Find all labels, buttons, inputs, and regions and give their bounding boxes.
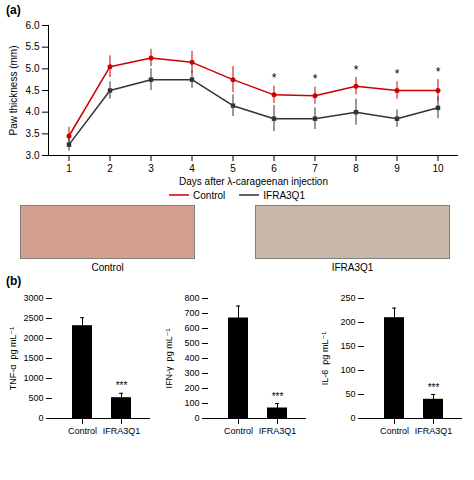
svg-text:6.0: 6.0 <box>26 20 40 31</box>
svg-text:IL-6 pg mL⁻¹: IL-6 pg mL⁻¹ <box>320 332 330 385</box>
svg-text:9: 9 <box>394 163 400 174</box>
svg-text:Control: Control <box>380 426 409 436</box>
svg-text:Days after λ-carageenan inject: Days after λ-carageenan injection <box>179 176 328 187</box>
html-text:IFRA3Q1: IFRA3Q1 <box>263 189 305 201</box>
svg-text:4.0: 4.0 <box>26 106 40 117</box>
svg-text:300: 300 <box>184 368 199 378</box>
svg-text:*: * <box>436 65 441 79</box>
svg-text:1000: 1000 <box>23 373 43 383</box>
svg-text:5.0: 5.0 <box>26 63 40 74</box>
svg-text:4: 4 <box>189 163 195 174</box>
svg-text:250: 250 <box>340 293 355 303</box>
svg-text:150: 150 <box>340 341 355 351</box>
svg-text:1500: 1500 <box>23 353 43 363</box>
svg-text:2: 2 <box>107 163 113 174</box>
svg-text:500: 500 <box>184 338 199 348</box>
svg-text:50: 50 <box>345 389 355 399</box>
svg-text:5.5: 5.5 <box>26 41 40 52</box>
svg-text:0: 0 <box>350 413 355 423</box>
svg-text:*: * <box>272 71 277 85</box>
svg-text:*: * <box>354 63 359 77</box>
svg-text:2000: 2000 <box>23 333 43 343</box>
svg-text:1: 1 <box>66 163 72 174</box>
svg-text:TNF-α pg mL⁻¹: TNF-α pg mL⁻¹ <box>8 327 18 390</box>
svg-text:2500: 2500 <box>23 313 43 323</box>
svg-text:400: 400 <box>184 353 199 363</box>
svg-text:0: 0 <box>194 413 199 423</box>
svg-text:***: *** <box>116 380 128 391</box>
html-text:Control: Control <box>193 189 226 201</box>
svg-text:Paw thickness (mm): Paw thickness (mm) <box>8 45 19 135</box>
svg-text:3000: 3000 <box>23 293 43 303</box>
html-text:(b): (b) <box>6 274 22 288</box>
svg-text:100: 100 <box>184 398 199 408</box>
svg-text:5: 5 <box>230 163 236 174</box>
svg-text:6: 6 <box>271 163 277 174</box>
svg-text:***: *** <box>428 382 440 393</box>
svg-text:IFRA3Q1: IFRA3Q1 <box>259 426 297 436</box>
svg-text:200: 200 <box>184 383 199 393</box>
svg-text:0: 0 <box>38 413 43 423</box>
svg-text:Control: Control <box>68 426 97 436</box>
svg-text:800: 800 <box>184 293 199 303</box>
svg-text:IFN-γ pg mL⁻¹: IFN-γ pg mL⁻¹ <box>164 329 174 389</box>
svg-text:500: 500 <box>28 393 43 403</box>
svg-text:200: 200 <box>340 317 355 327</box>
svg-text:4.5: 4.5 <box>26 85 40 96</box>
svg-text:8: 8 <box>353 163 359 174</box>
svg-text:600: 600 <box>184 323 199 333</box>
html-text:IFRA3Q1: IFRA3Q1 <box>331 262 374 273</box>
svg-text:***: *** <box>272 391 284 402</box>
svg-text:3.0: 3.0 <box>26 150 40 161</box>
html-text:(a): (a) <box>6 3 21 17</box>
svg-text:*: * <box>313 72 318 86</box>
svg-text:100: 100 <box>340 365 355 375</box>
svg-text:3: 3 <box>148 163 154 174</box>
svg-text:*: * <box>395 67 400 81</box>
svg-text:Control: Control <box>224 426 253 436</box>
svg-text:3.5: 3.5 <box>26 128 40 139</box>
svg-text:7: 7 <box>312 163 318 174</box>
svg-text:IFRA3Q1: IFRA3Q1 <box>415 426 453 436</box>
svg-text:10: 10 <box>432 163 444 174</box>
svg-text:700: 700 <box>184 308 199 318</box>
html-text:Control: Control <box>91 262 124 273</box>
svg-text:IFRA3Q1: IFRA3Q1 <box>103 426 141 436</box>
